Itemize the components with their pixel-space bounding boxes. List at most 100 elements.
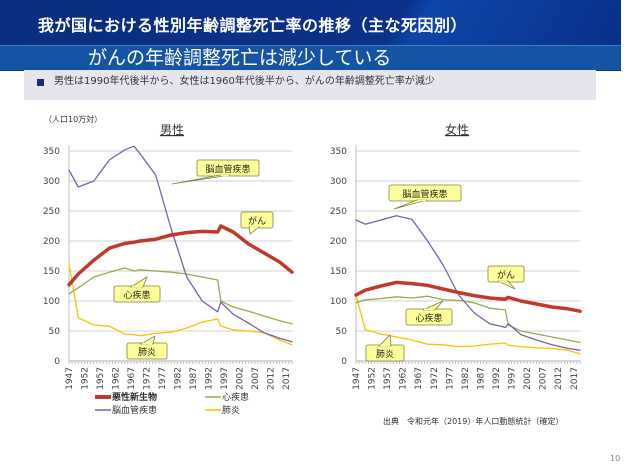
female-chart: 女性 0 50 100 150 200 250 300 350 1947 1952 1957 196…	[330, 122, 582, 390]
summary-box: 男性は1990年代後半から、女性は1960年代後半から、がんの年齢調整死亡率が減…	[24, 70, 596, 100]
male-x-ticks: 1947 1952 1957 1962 1967 1972 1977 1982 1987 1992…	[65, 367, 292, 390]
y-tick-label: 50	[336, 327, 348, 337]
callout-label: 脳血管疾患	[205, 163, 250, 175]
callout-label: 心疾患	[415, 312, 442, 324]
female-callout-1: がん	[487, 265, 525, 290]
y-tick-label: 350	[330, 147, 347, 157]
legend-item-cancer: 悪性新生物	[95, 391, 157, 403]
slide-title: 我が国における性別年齢調整死亡率の推移（主な死因別）	[38, 16, 468, 35]
female-gridlines	[355, 145, 581, 364]
female-x-ticks: 1947 1952 1957 1962 1967 1972 1977 1982 1987 1992…	[352, 367, 580, 390]
source-citation: 出典 令和元年（2019）年人口動態統計（確定）	[383, 417, 564, 426]
legend-item-cerebrovascular: 脳血管疾患	[95, 404, 157, 416]
callout-label: がん	[497, 269, 515, 281]
summary-text: 男性は1990年代後半から、女性は1960年代後半から、がんの年齢調整死亡率が減…	[54, 76, 435, 87]
callout-label: 肺炎	[376, 349, 394, 360]
y-tick-label: 250	[43, 207, 60, 217]
male-series-cancer	[67, 224, 294, 287]
x-tick-label: 1957	[383, 367, 393, 390]
x-tick-label: 2007	[251, 367, 261, 390]
bullet-square-icon	[37, 79, 44, 86]
x-tick-label: 2017	[570, 367, 580, 390]
male-gridlines	[68, 145, 293, 364]
x-tick-label: 1992	[492, 367, 502, 390]
legend-label: 肺炎	[222, 405, 240, 416]
x-tick-label: 1997	[220, 367, 230, 390]
y-tick-label: 150	[43, 267, 60, 277]
slide-subtitle: がんの年齢調整死亡は減少している	[88, 47, 392, 69]
legend-item-pneumonia: 肺炎	[205, 405, 240, 416]
legend-label: 悪性新生物	[112, 391, 157, 403]
x-tick-label: 2007	[539, 367, 549, 390]
x-tick-label: 2017	[282, 367, 292, 390]
x-tick-label: 1987	[189, 367, 199, 390]
y-tick-label: 100	[43, 297, 60, 307]
x-tick-label: 2002	[235, 367, 245, 390]
legend-label: 脳血管疾患	[112, 404, 157, 416]
female-series-cerebrovascular	[355, 215, 581, 351]
y-tick-label: 200	[330, 237, 347, 247]
callout-label: 心疾患	[123, 289, 150, 301]
y-tick-label: 250	[330, 207, 347, 217]
y-tick-label: 150	[330, 267, 347, 277]
male-series-heart	[68, 267, 293, 325]
male-callout-3: 肺炎	[126, 335, 168, 360]
y-tick-label: 0	[341, 357, 347, 367]
female-callout-0: 脳血管疾患	[388, 184, 462, 210]
page-number: 10	[610, 454, 621, 463]
x-tick-label: 1987	[476, 367, 486, 390]
female-series-heart	[355, 295, 581, 344]
y-tick-label: 350	[43, 147, 60, 157]
y-axis-unit-label: （人口10万対）	[44, 114, 102, 124]
y-tick-label: 300	[330, 177, 347, 187]
y-tick-label: 50	[49, 327, 61, 337]
x-tick-label: 1952	[368, 367, 378, 390]
x-tick-label: 1972	[142, 367, 152, 390]
x-tick-label: 1952	[80, 367, 90, 390]
female-series-pneumonia	[355, 294, 581, 355]
legend-item-heart: 心疾患	[205, 391, 249, 403]
x-tick-label: 1982	[461, 367, 471, 390]
female-series-lines	[354, 215, 582, 355]
x-tick-label: 1972	[430, 367, 440, 390]
x-tick-label: 1967	[127, 367, 137, 390]
female-callout-3: 肺炎	[365, 334, 405, 362]
female-callout-2: 心疾患	[405, 300, 453, 326]
male-y-ticks: 0 50 100 150 200 250 300 350	[43, 147, 60, 367]
x-tick-label: 1947	[352, 367, 362, 390]
x-tick-label: 1957	[96, 367, 106, 390]
male-series-pneumonia	[68, 262, 293, 346]
y-tick-label: 100	[330, 297, 347, 307]
male-callout-2: 心疾患	[113, 276, 161, 303]
y-tick-label: 300	[43, 177, 60, 187]
x-tick-label: 1992	[204, 367, 214, 390]
y-tick-label: 200	[43, 237, 60, 247]
x-tick-label: 1967	[414, 367, 424, 390]
callout-tail	[129, 276, 148, 288]
legend-label: 心疾患	[222, 391, 249, 403]
x-tick-label: 1962	[111, 367, 121, 390]
callout-tail	[378, 334, 392, 347]
x-tick-label: 2012	[554, 367, 564, 390]
y-tick-label: 0	[54, 357, 60, 367]
x-tick-label: 1962	[399, 367, 409, 390]
x-tick-label: 2002	[523, 367, 533, 390]
male-callout-1: がん	[240, 211, 274, 235]
callout-label: 肺炎	[138, 347, 156, 358]
header-edge	[621, 0, 633, 45]
female-chart-title: 女性	[445, 122, 469, 137]
x-tick-label: 1982	[173, 367, 183, 390]
x-tick-label: 2012	[266, 367, 276, 390]
x-tick-label: 1977	[158, 367, 168, 390]
x-tick-label: 1947	[65, 367, 75, 390]
female-series-cancer	[354, 280, 582, 313]
male-series-cerebrovascular	[68, 145, 293, 343]
slide-header: 我が国における性別年齢調整死亡率の推移（主な死因別）	[0, 0, 633, 45]
male-series-lines	[67, 145, 294, 346]
callout-label: がん	[248, 215, 266, 227]
